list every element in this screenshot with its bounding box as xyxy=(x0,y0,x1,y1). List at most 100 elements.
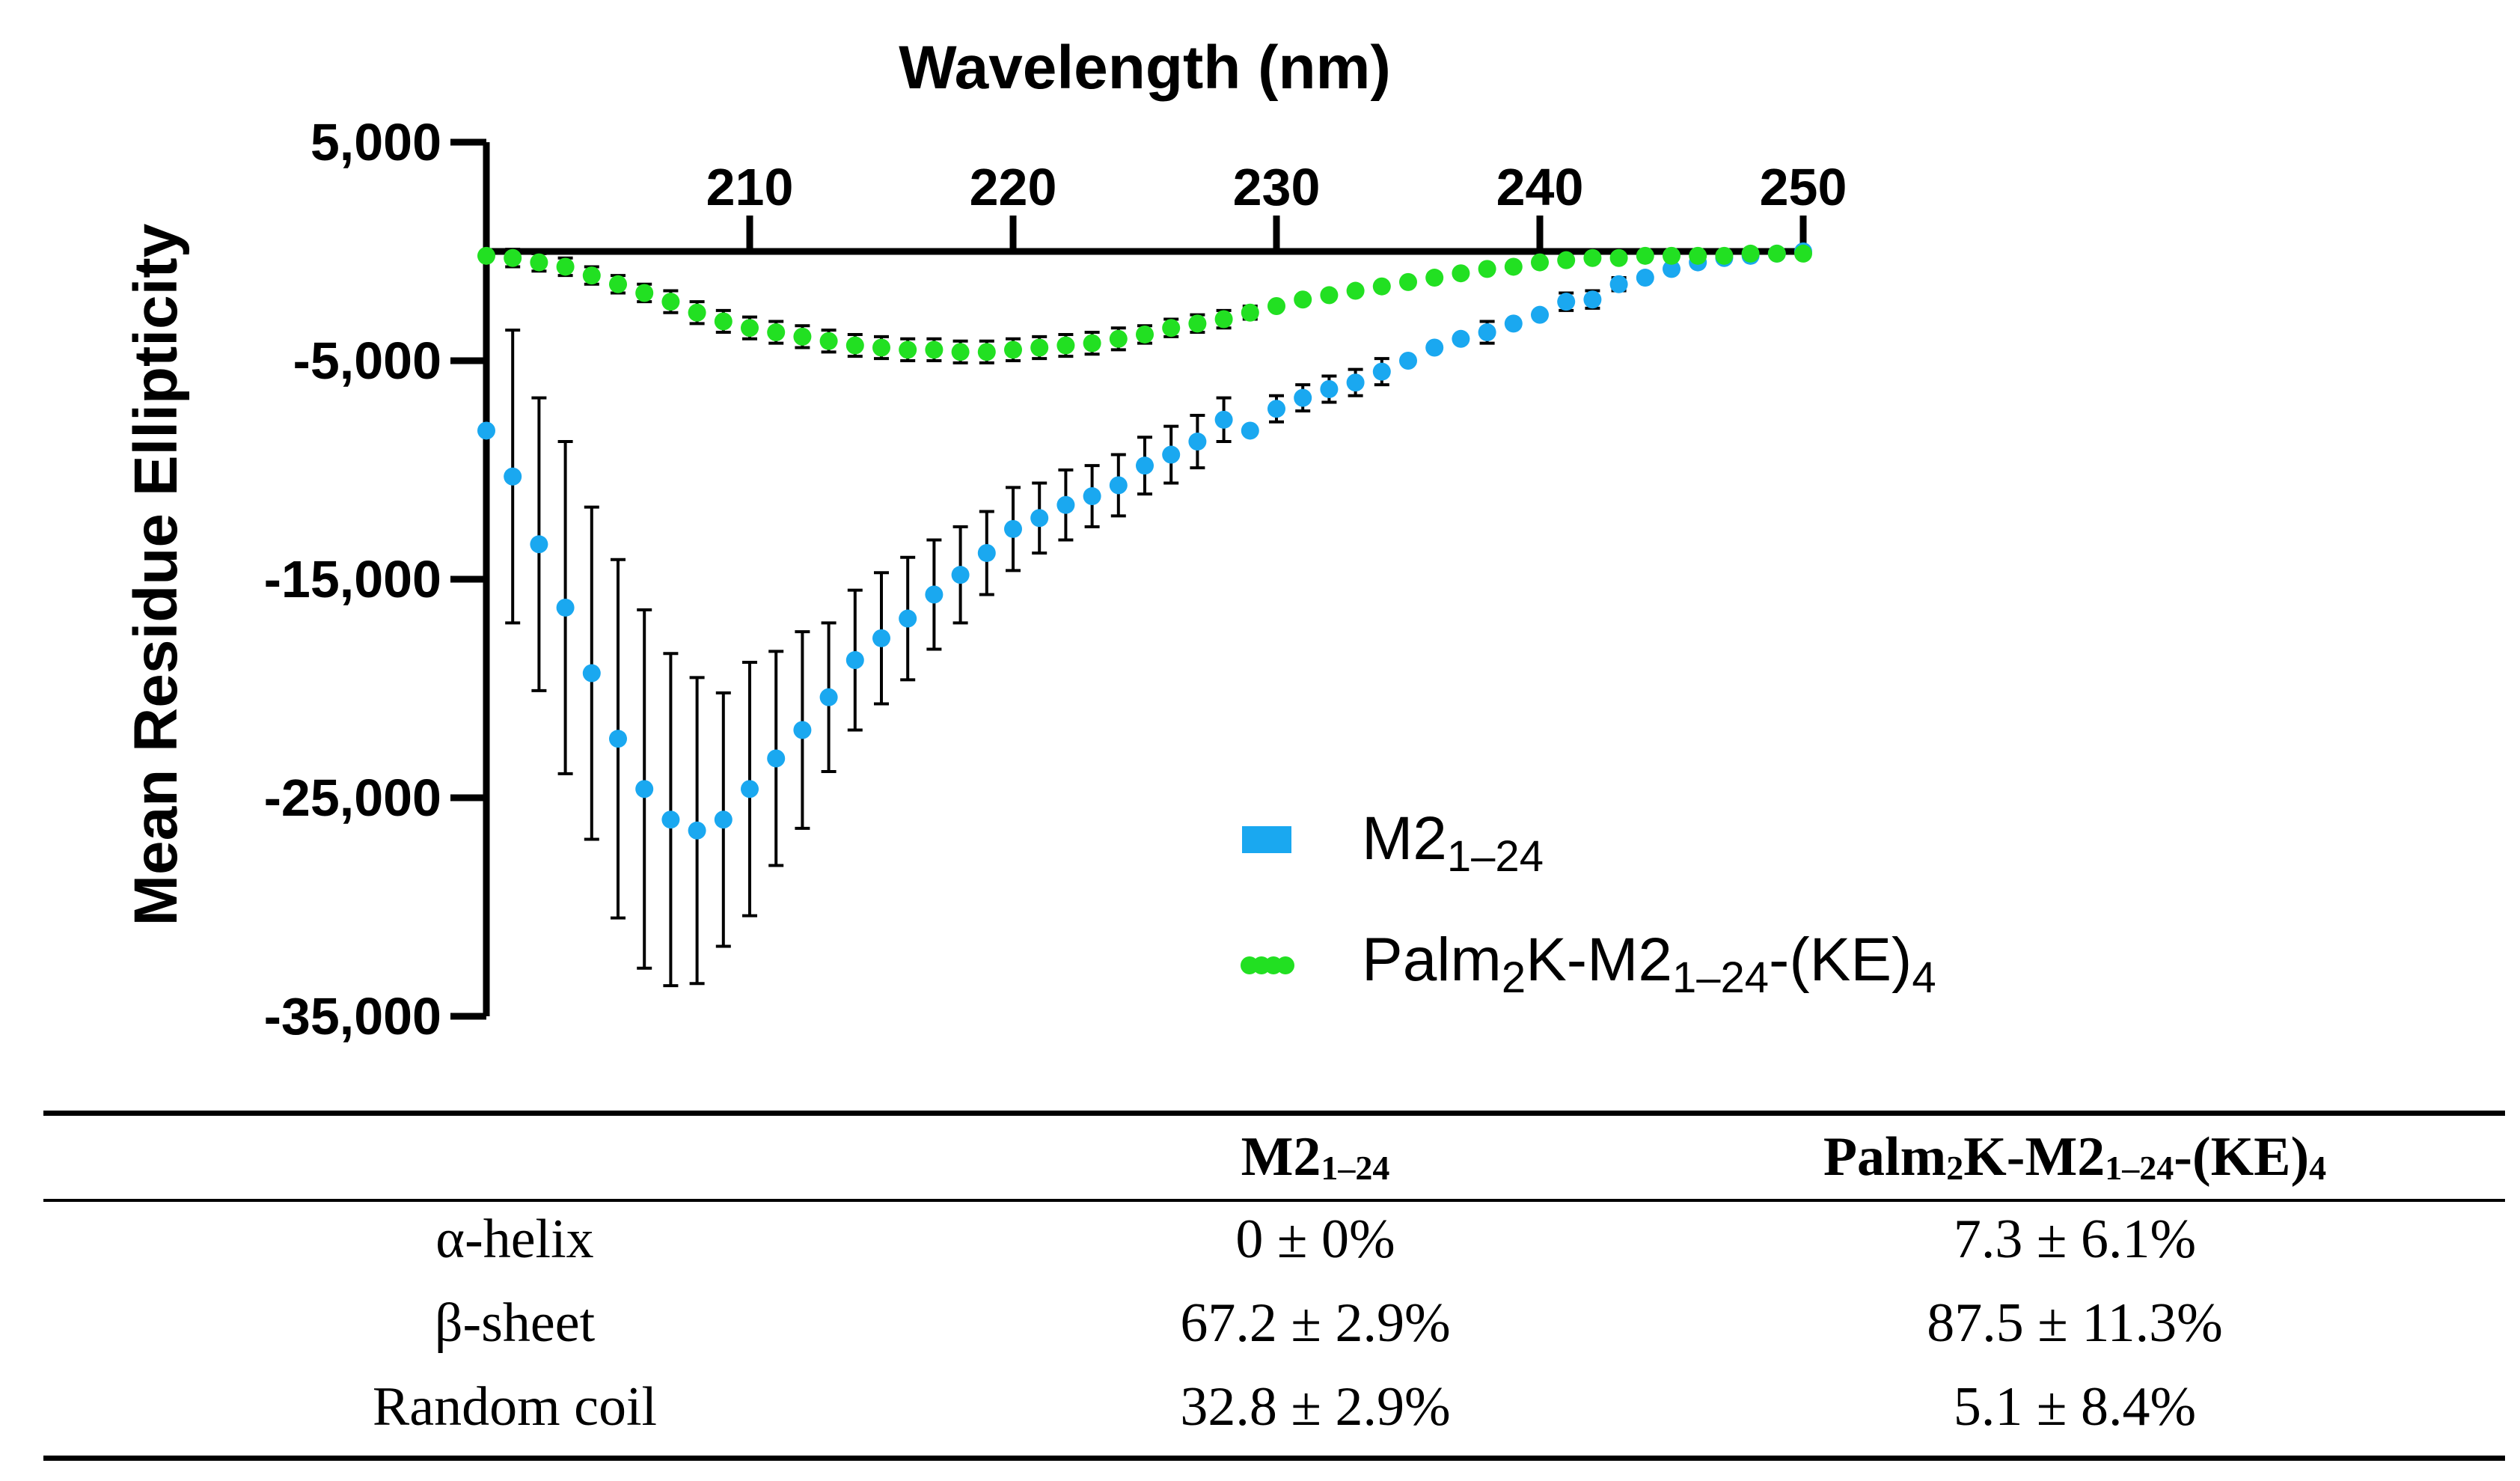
data-point xyxy=(1083,487,1101,506)
data-point xyxy=(688,303,706,322)
cell-beta-sheet-palm: 87.5 ± 11.3% xyxy=(1927,1292,2223,1354)
data-point xyxy=(1372,277,1391,296)
data-point xyxy=(556,598,575,617)
data-point xyxy=(1109,329,1128,348)
y-tick-label: -5,000 xyxy=(293,332,441,390)
legend-palm-part: -(KE) xyxy=(1769,926,1912,994)
data-point xyxy=(661,810,680,829)
data-point xyxy=(1663,246,1680,265)
data-point xyxy=(530,253,548,272)
data-point xyxy=(504,467,522,486)
legend-palm-part: Palm xyxy=(1362,926,1502,994)
data-point xyxy=(741,319,759,338)
legend-palm-part: K-M2 xyxy=(1526,926,1672,994)
data-point xyxy=(1030,338,1049,357)
data-point xyxy=(1557,251,1576,269)
data-point xyxy=(1399,272,1417,291)
data-point xyxy=(1136,325,1154,343)
x-tick-label: 210 xyxy=(706,158,794,216)
x-tick-label: 230 xyxy=(1233,158,1321,216)
data-point xyxy=(1056,336,1075,355)
x-tick-label: 240 xyxy=(1496,158,1584,216)
labels: 5,000 -5,000 -15,000 -25,000 -35,000 210 220 23… xyxy=(122,34,1847,1045)
y-tick-label: 5,000 xyxy=(311,113,441,171)
data-point xyxy=(1188,433,1207,451)
data-point xyxy=(819,688,838,706)
series-palm xyxy=(477,244,1812,364)
data-point xyxy=(741,780,759,798)
data-point xyxy=(1214,310,1233,329)
data-point xyxy=(977,343,996,361)
legend-swatch-palm xyxy=(1276,956,1294,974)
data-point xyxy=(1452,264,1470,283)
cd-spectrum-chart: 5,000 -5,000 -15,000 -25,000 -35,000 210 220 23… xyxy=(122,34,1936,1045)
data-point xyxy=(1267,400,1285,418)
data-point xyxy=(714,312,733,331)
data-point xyxy=(477,246,495,265)
data-point xyxy=(1425,338,1444,357)
table-bottom-rule xyxy=(43,1456,2505,1461)
data-point xyxy=(714,810,733,829)
data-point xyxy=(793,721,812,739)
data-point xyxy=(609,275,627,293)
data-point xyxy=(1109,476,1128,495)
data-point xyxy=(530,535,548,554)
cell-alpha-helix-m2: 0 ± 0% xyxy=(1235,1209,1395,1270)
table-header-palm: Palm2K-M21–24-(KE)4 xyxy=(1823,1126,2327,1188)
data-point xyxy=(1636,246,1654,265)
data-point xyxy=(899,341,917,359)
data-point xyxy=(1504,314,1523,333)
data-point xyxy=(1583,290,1602,309)
data-point xyxy=(1478,260,1496,278)
data-point xyxy=(1294,388,1312,407)
row-label-beta-sheet: β-sheet xyxy=(434,1292,596,1354)
data-point xyxy=(1004,341,1022,359)
data-point xyxy=(1083,334,1101,352)
legend-swatch-m2 xyxy=(1242,826,1291,853)
data-point xyxy=(688,821,706,840)
data-point xyxy=(661,293,680,311)
legend-palm-part: 4 xyxy=(1912,953,1936,1002)
data-point xyxy=(504,248,522,267)
legend-palm-part: 2 xyxy=(1502,953,1526,1002)
data-point xyxy=(1294,290,1312,309)
legend-label-palm: Palm2K-M21–24-(KE)4 xyxy=(1362,926,1936,1002)
table-header-m2: M21–24 xyxy=(1241,1126,1390,1188)
data-point xyxy=(1399,352,1417,370)
legend-label-m2: M21–24 xyxy=(1362,804,1544,881)
table-header-rule xyxy=(43,1199,2505,1202)
legend-palm-part: 1–24 xyxy=(1672,953,1769,1002)
data-point xyxy=(1741,244,1760,263)
data-point xyxy=(1241,303,1259,322)
cell-alpha-helix-palm: 7.3 ± 6.1% xyxy=(1953,1209,2197,1270)
data-point xyxy=(767,323,786,342)
data-point xyxy=(1267,297,1285,315)
x-tick-label: 250 xyxy=(1760,158,1847,216)
legend-m2-name: M2 xyxy=(1362,804,1447,873)
data-point xyxy=(635,780,654,798)
table-top-rule xyxy=(43,1111,2505,1116)
y-tick-label: -35,000 xyxy=(264,987,441,1045)
data-point xyxy=(1136,456,1154,475)
cell-beta-sheet-m2: 67.2 ± 2.9% xyxy=(1180,1292,1451,1354)
y-axis-title: Mean Residue Ellipticity xyxy=(122,223,190,926)
data-point xyxy=(1346,281,1365,300)
data-point xyxy=(819,332,838,350)
cell-random-coil-m2: 32.8 ± 2.9% xyxy=(1180,1376,1451,1438)
row-label-alpha-helix: α-helix xyxy=(435,1209,594,1270)
data-point xyxy=(1241,421,1259,440)
data-point xyxy=(951,343,970,361)
x-tick-label: 220 xyxy=(970,158,1057,216)
data-point xyxy=(1636,269,1654,287)
data-point xyxy=(1162,445,1181,464)
series-m2 xyxy=(477,242,1812,988)
data-point xyxy=(1504,257,1523,276)
data-point xyxy=(582,664,601,683)
data-point xyxy=(1689,246,1707,265)
data-point xyxy=(1663,260,1680,278)
data-point xyxy=(1425,269,1444,287)
data-point xyxy=(845,336,864,355)
cell-random-coil-palm: 5.1 ± 8.4% xyxy=(1953,1376,2197,1438)
data-point xyxy=(845,651,864,670)
